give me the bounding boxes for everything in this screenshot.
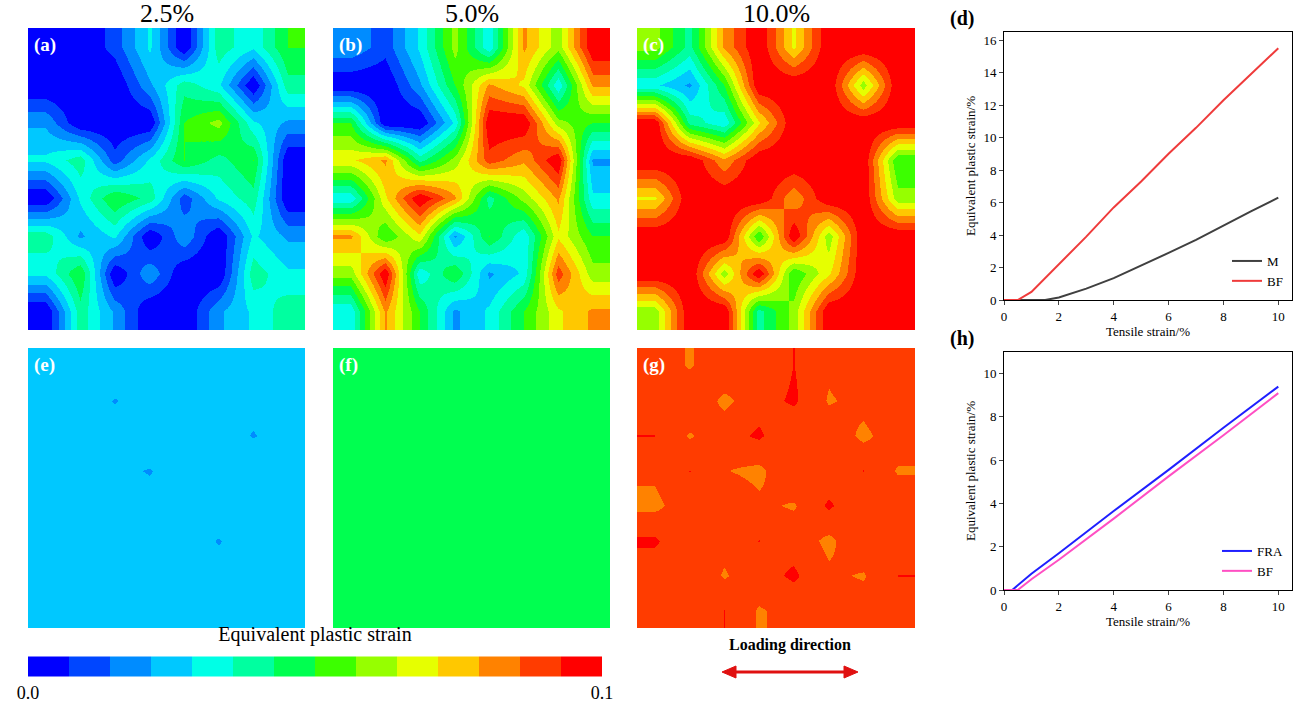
svg-text:(d): (d)	[950, 7, 974, 30]
svg-text:6: 6	[1165, 599, 1172, 614]
svg-text:BF: BF	[1257, 564, 1273, 579]
svg-text:BF: BF	[1267, 274, 1283, 289]
svg-text:10: 10	[1272, 309, 1285, 324]
svg-text:10.0%: 10.0%	[743, 0, 810, 28]
svg-text:16: 16	[983, 33, 997, 48]
svg-text:Equivalent plastic strain/%: Equivalent plastic strain/%	[963, 401, 978, 541]
svg-text:6: 6	[990, 195, 997, 210]
svg-text:Tensile strain/%: Tensile strain/%	[1106, 324, 1190, 339]
svg-text:10: 10	[1272, 599, 1285, 614]
svg-text:(g): (g)	[643, 354, 665, 376]
svg-text:M: M	[1267, 254, 1279, 269]
svg-text:Tensile strain/%: Tensile strain/%	[1106, 614, 1190, 629]
svg-text:8: 8	[1220, 599, 1227, 614]
svg-text:0: 0	[990, 293, 997, 308]
svg-text:4: 4	[990, 228, 997, 243]
svg-text:4: 4	[1110, 309, 1117, 324]
svg-text:8: 8	[990, 409, 997, 424]
svg-text:0: 0	[1001, 309, 1008, 324]
svg-text:4: 4	[1110, 599, 1117, 614]
svg-text:10: 10	[983, 366, 996, 381]
svg-text:Equivalent plastic strain/%: Equivalent plastic strain/%	[963, 96, 978, 236]
svg-text:4: 4	[990, 496, 997, 511]
svg-text:14: 14	[983, 65, 997, 80]
svg-text:(e): (e)	[34, 354, 55, 376]
svg-text:12: 12	[983, 98, 996, 113]
svg-text:(b): (b)	[339, 34, 362, 56]
svg-text:(c): (c)	[643, 34, 664, 56]
svg-text:10: 10	[983, 130, 996, 145]
svg-text:2: 2	[990, 260, 997, 275]
svg-text:Equivalent plastic strain: Equivalent plastic strain	[218, 623, 411, 646]
svg-text:8: 8	[990, 163, 997, 178]
svg-text:0: 0	[990, 583, 997, 598]
svg-text:(h): (h)	[950, 327, 974, 350]
svg-text:0: 0	[1001, 599, 1008, 614]
svg-text:0.1: 0.1	[591, 683, 614, 703]
svg-text:(a): (a)	[34, 34, 56, 56]
svg-text:(f): (f)	[339, 354, 358, 376]
svg-text:2: 2	[1056, 599, 1063, 614]
svg-text:2: 2	[1056, 309, 1063, 324]
svg-text:6: 6	[1165, 309, 1172, 324]
svg-text:2.5%: 2.5%	[140, 0, 194, 28]
svg-text:0.0: 0.0	[17, 683, 40, 703]
svg-text:FRA: FRA	[1257, 544, 1283, 559]
svg-text:2: 2	[990, 539, 997, 554]
svg-text:6: 6	[990, 453, 997, 468]
svg-text:5.0%: 5.0%	[445, 0, 499, 28]
svg-text:8: 8	[1220, 309, 1227, 324]
svg-text:Loading direction: Loading direction	[729, 636, 851, 654]
